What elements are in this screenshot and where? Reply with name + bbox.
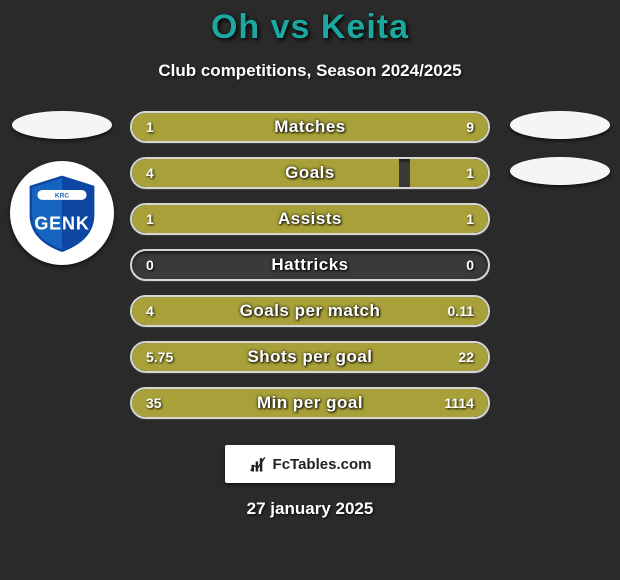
stat-label: Assists <box>132 205 488 233</box>
left-player-column: KRC GENK <box>10 111 114 265</box>
stat-value-left: 35 <box>146 389 162 417</box>
stat-value-left: 4 <box>146 159 154 187</box>
genk-shield-icon: KRC GENK <box>21 172 103 254</box>
stat-value-left: 1 <box>146 113 154 141</box>
player-placeholder-oval <box>12 111 112 139</box>
stat-value-left: 1 <box>146 205 154 233</box>
stat-value-right: 1114 <box>444 389 474 417</box>
stat-row: Goals4 1 <box>130 157 490 189</box>
club-placeholder-oval <box>510 157 610 185</box>
stat-value-left: 5.75 <box>146 343 173 371</box>
stat-value-right: 1 <box>466 205 474 233</box>
stat-value-left: 4 <box>146 297 154 325</box>
brand-text: FcTables.com <box>273 456 372 473</box>
player-placeholder-oval <box>510 111 610 139</box>
svg-text:KRC: KRC <box>55 192 69 199</box>
stat-value-right: 22 <box>458 343 474 371</box>
page-subtitle: Club competitions, Season 2024/2025 <box>158 61 461 81</box>
stat-label: Min per goal <box>132 389 488 417</box>
stat-label: Hattricks <box>132 251 488 279</box>
svg-text:GENK: GENK <box>34 213 89 233</box>
club-badge-left: KRC GENK <box>10 161 114 265</box>
stat-label: Matches <box>132 113 488 141</box>
stat-row: Hattricks0 0 <box>130 249 490 281</box>
stat-value-right: 9 <box>466 113 474 141</box>
stat-value-right: 0 <box>466 251 474 279</box>
brand-badge[interactable]: FcTables.com <box>225 445 395 483</box>
stat-row: Assists1 1 <box>130 203 490 235</box>
stat-row: Goals per match4 0.11 <box>130 295 490 327</box>
comparison-card: Oh vs Keita Club competitions, Season 20… <box>0 0 620 580</box>
date-text: 27 january 2025 <box>247 499 374 519</box>
stat-row: Min per goal35 1114 <box>130 387 490 419</box>
stat-bars: Matches19Goals41Assists11Hattricks00Goal… <box>130 111 490 419</box>
stat-label: Goals per match <box>132 297 488 325</box>
stat-value-right: 1 <box>466 159 474 187</box>
stat-label: Shots per goal <box>132 343 488 371</box>
main-area: KRC GENK Matches19Goals41Assists11Hattri… <box>0 111 620 419</box>
stat-value-left: 0 <box>146 251 154 279</box>
right-player-column <box>510 111 610 185</box>
stat-value-right: 0.11 <box>448 297 474 325</box>
stat-row: Matches1 9 <box>130 111 490 143</box>
stat-row: Shots per goal5.75 22 <box>130 341 490 373</box>
stat-label: Goals <box>132 159 488 187</box>
page-title: Oh vs Keita <box>211 8 409 47</box>
chart-icon <box>249 454 269 474</box>
